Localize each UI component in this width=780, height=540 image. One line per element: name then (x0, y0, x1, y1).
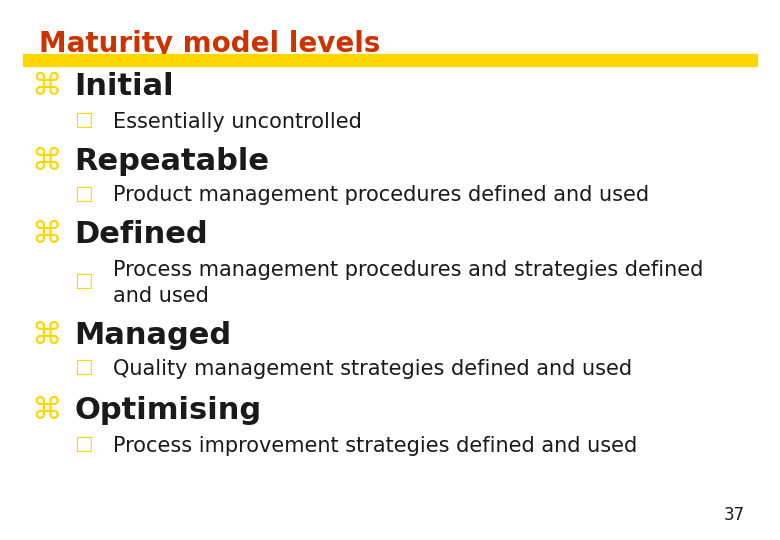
Text: ⌘: ⌘ (31, 72, 62, 101)
Bar (23, 54, 757, 66)
Text: Product management procedures defined and used: Product management procedures defined an… (113, 185, 649, 206)
Text: ⌘: ⌘ (31, 396, 62, 425)
Text: Initial: Initial (74, 72, 174, 101)
Text: ☐: ☐ (74, 111, 93, 132)
Text: ☐: ☐ (74, 359, 93, 380)
Text: Process improvement strategies defined and used: Process improvement strategies defined a… (113, 435, 637, 456)
Text: Process management procedures and strategies defined
and used: Process management procedures and strate… (113, 260, 704, 306)
Text: Quality management strategies defined and used: Quality management strategies defined an… (113, 359, 633, 380)
Text: Essentially uncontrolled: Essentially uncontrolled (113, 111, 362, 132)
Text: Optimising: Optimising (74, 396, 261, 425)
Text: ⌘: ⌘ (31, 321, 62, 350)
Text: ☐: ☐ (74, 435, 93, 456)
Text: Managed: Managed (74, 321, 231, 350)
Text: ☐: ☐ (74, 185, 93, 206)
Text: Maturity model levels: Maturity model levels (39, 30, 381, 58)
Text: Repeatable: Repeatable (74, 147, 269, 177)
Text: 37: 37 (724, 506, 745, 524)
Text: Defined: Defined (74, 220, 207, 249)
Text: ⌘: ⌘ (31, 147, 62, 177)
Text: ☐: ☐ (74, 273, 93, 293)
Text: ⌘: ⌘ (31, 220, 62, 249)
